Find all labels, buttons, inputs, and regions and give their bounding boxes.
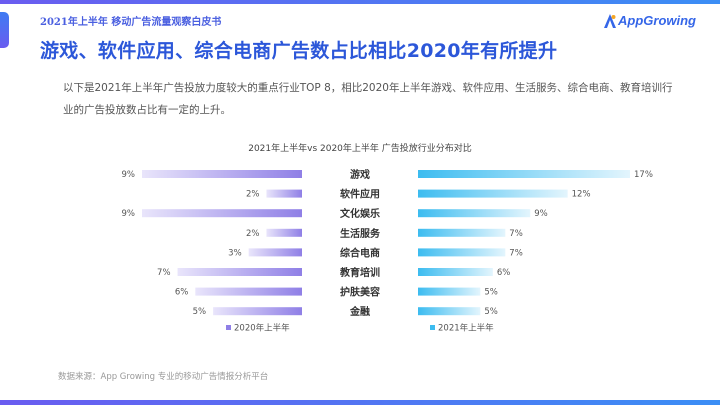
data-label-2021: 7% [509,248,523,258]
bar-2020 [266,228,302,237]
page-title: 游戏、软件应用、综合电商广告数占比相比2020年有所提升 [40,40,558,62]
bar-2021 [418,248,506,257]
legend-label-2020: 2020年上半年 [234,323,290,334]
data-label-2021: 12% [572,190,591,200]
data-label-2020: 3% [228,248,242,258]
bar-2020 [266,189,302,198]
legend-label-2021: 2021年上半年 [438,323,494,334]
bar-2021 [418,268,493,276]
bottom-accent-bar [0,400,720,405]
appgrowing-logo: AppGrowing [604,13,696,28]
data-label-2020: 5% [193,307,207,317]
category-label: 教育培训 [339,266,380,279]
side-accent-bar [0,12,9,48]
data-label-2020: 9% [122,209,136,219]
bar-2020 [142,209,302,218]
bar-2021 [418,228,506,237]
bar-2020 [248,248,302,257]
data-label-2021: 6% [497,268,511,278]
bar-2020 [142,170,302,178]
data-label-2021: 17% [634,170,653,180]
data-source-note: 数据来源：App Growing 专业的移动广告情报分析平台 [58,372,269,382]
report-header-label: 2021年上半年 移动广告流量观察白皮书 [40,17,222,28]
data-label-2021: 5% [484,288,498,298]
bar-2020 [177,268,302,276]
logo-mark-icon [604,13,616,28]
intro-paragraph: 以下是2021年上半年广告投放力度较大的重点行业TOP 8，相比2020年上半年… [63,82,673,116]
top-accent-bar [0,0,720,4]
data-label-2021: 5% [484,307,498,317]
bar-2021 [418,307,481,316]
category-label: 护肤美容 [340,286,380,299]
bar-2021 [418,287,481,296]
data-label-2020: 7% [157,268,171,278]
legend-swatch-2021 [430,325,435,330]
data-label-2020: 9% [122,170,136,180]
chart-title: 2021年上半年vs 2020年上半年 广告投放行业分布对比 [248,144,472,154]
bar-2020 [195,287,302,296]
category-label: 软件应用 [340,188,380,201]
bar-2021 [418,209,531,218]
logo-text: AppGrowing [618,13,696,28]
legend-swatch-2020 [226,325,231,330]
category-label: 生活服务 [340,227,381,240]
data-label-2020: 2% [246,229,260,239]
data-label-2021: 9% [534,209,548,219]
category-label: 游戏 [350,168,370,181]
bar-2020 [213,307,302,316]
data-label-2020: 2% [246,190,260,200]
bar-2021 [418,189,568,198]
category-label: 金融 [349,305,370,318]
category-label: 文化娱乐 [340,207,380,220]
data-label-2021: 7% [509,229,523,239]
data-label-2020: 6% [175,288,189,298]
category-label: 综合电商 [340,246,380,259]
bar-2021 [418,170,630,178]
